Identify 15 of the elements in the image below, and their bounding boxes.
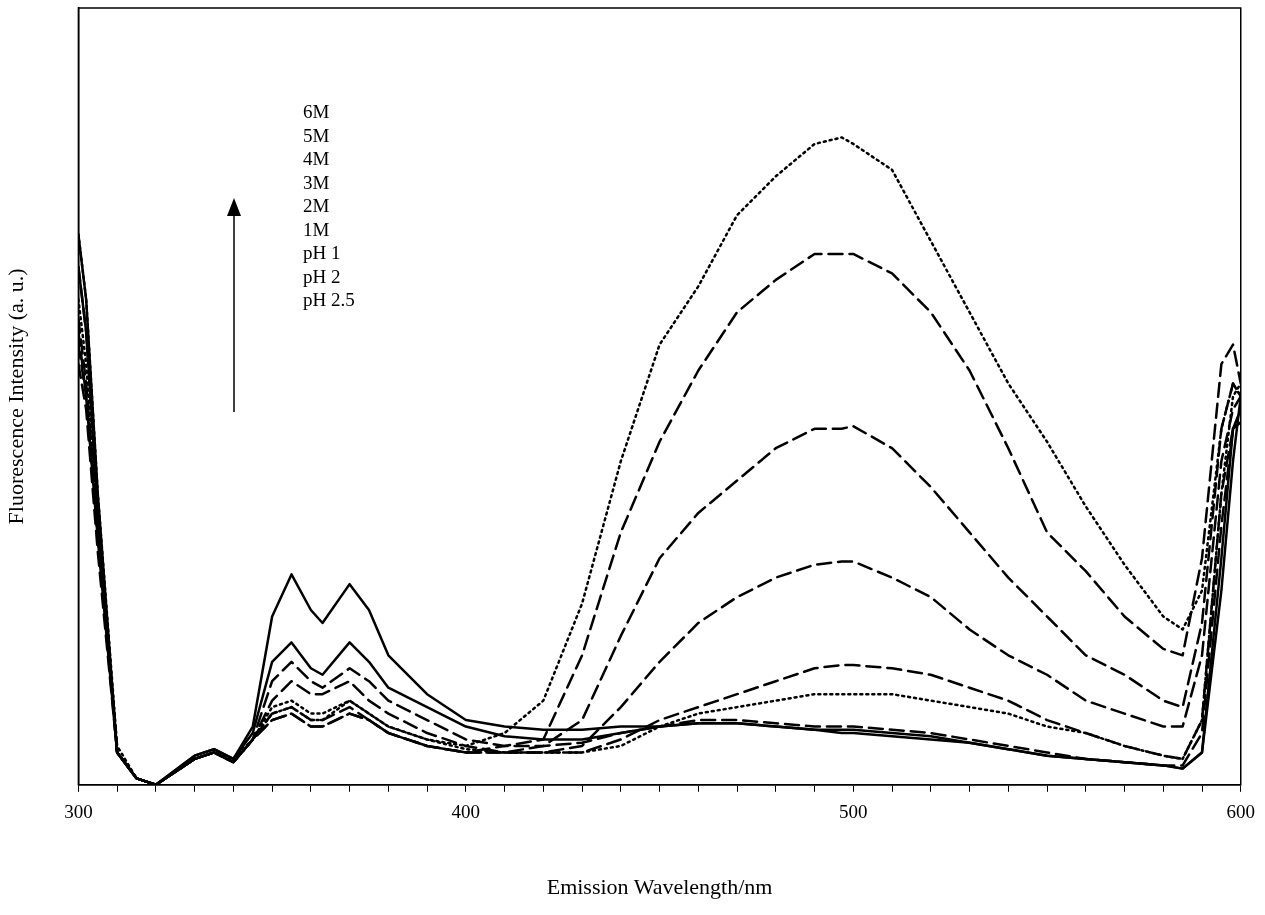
annotation: pH 2	[303, 264, 342, 288]
x-tick-label: 600	[1226, 801, 1255, 823]
annotation: 3M	[303, 170, 331, 194]
x-tick-label: 400	[451, 801, 481, 823]
annotation: 5M	[303, 123, 331, 147]
annotation: pH 1	[303, 241, 342, 265]
annotation: pH 2.5	[303, 288, 355, 312]
annotation: 1M	[303, 217, 331, 241]
x-tick-label: 500	[839, 801, 868, 823]
annotation: 2M	[303, 194, 331, 218]
x-tick-label: 300	[64, 801, 93, 823]
x-axis-title: Emission Wavelength/nm	[546, 873, 773, 899]
annotation: 4M	[303, 147, 331, 171]
text: 6M	[303, 100, 331, 124]
y-axis-title: Fluorescence Intensity (a. u.)	[2, 268, 28, 525]
